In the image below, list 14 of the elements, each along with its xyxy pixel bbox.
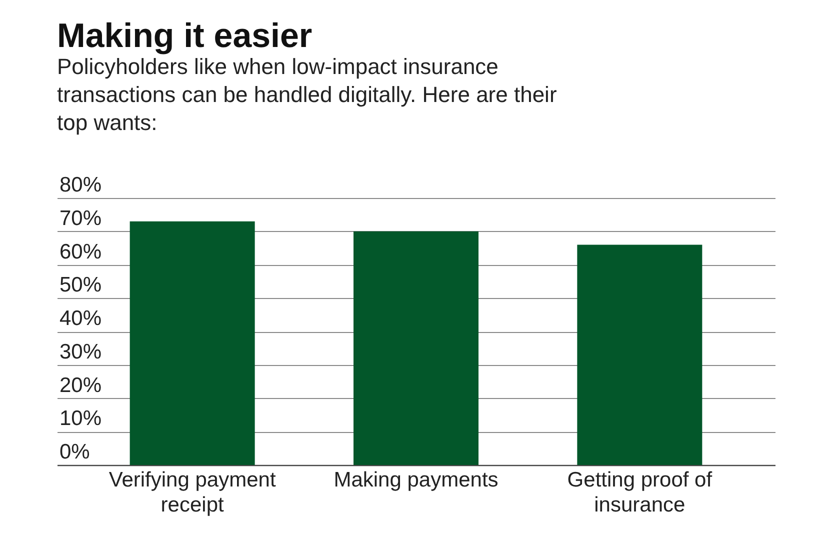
y-tick-label: 20%	[60, 374, 102, 397]
y-tick-label: 10%	[60, 407, 102, 430]
chart-subtitle: Policyholders like when low-impact insurance transactions can be handled digitally. Here are their top wants:	[57, 54, 557, 135]
x-tick-label: Making payments	[334, 468, 498, 492]
y-tick-label: 60%	[60, 240, 102, 264]
y-tick-label: 50%	[60, 274, 102, 297]
y-tick-label: 80%	[60, 174, 102, 196]
x-tick-label: Getting proof of insurance	[567, 468, 712, 516]
y-tick-label: 70%	[60, 206, 102, 230]
x-tick-label: Verifying payment receipt	[108, 468, 276, 516]
chart-title: Making it easier	[57, 17, 312, 55]
y-tick-label: 30%	[60, 340, 102, 364]
y-tick-label: 40%	[60, 307, 102, 330]
y-tick-label: 0%	[60, 440, 90, 464]
